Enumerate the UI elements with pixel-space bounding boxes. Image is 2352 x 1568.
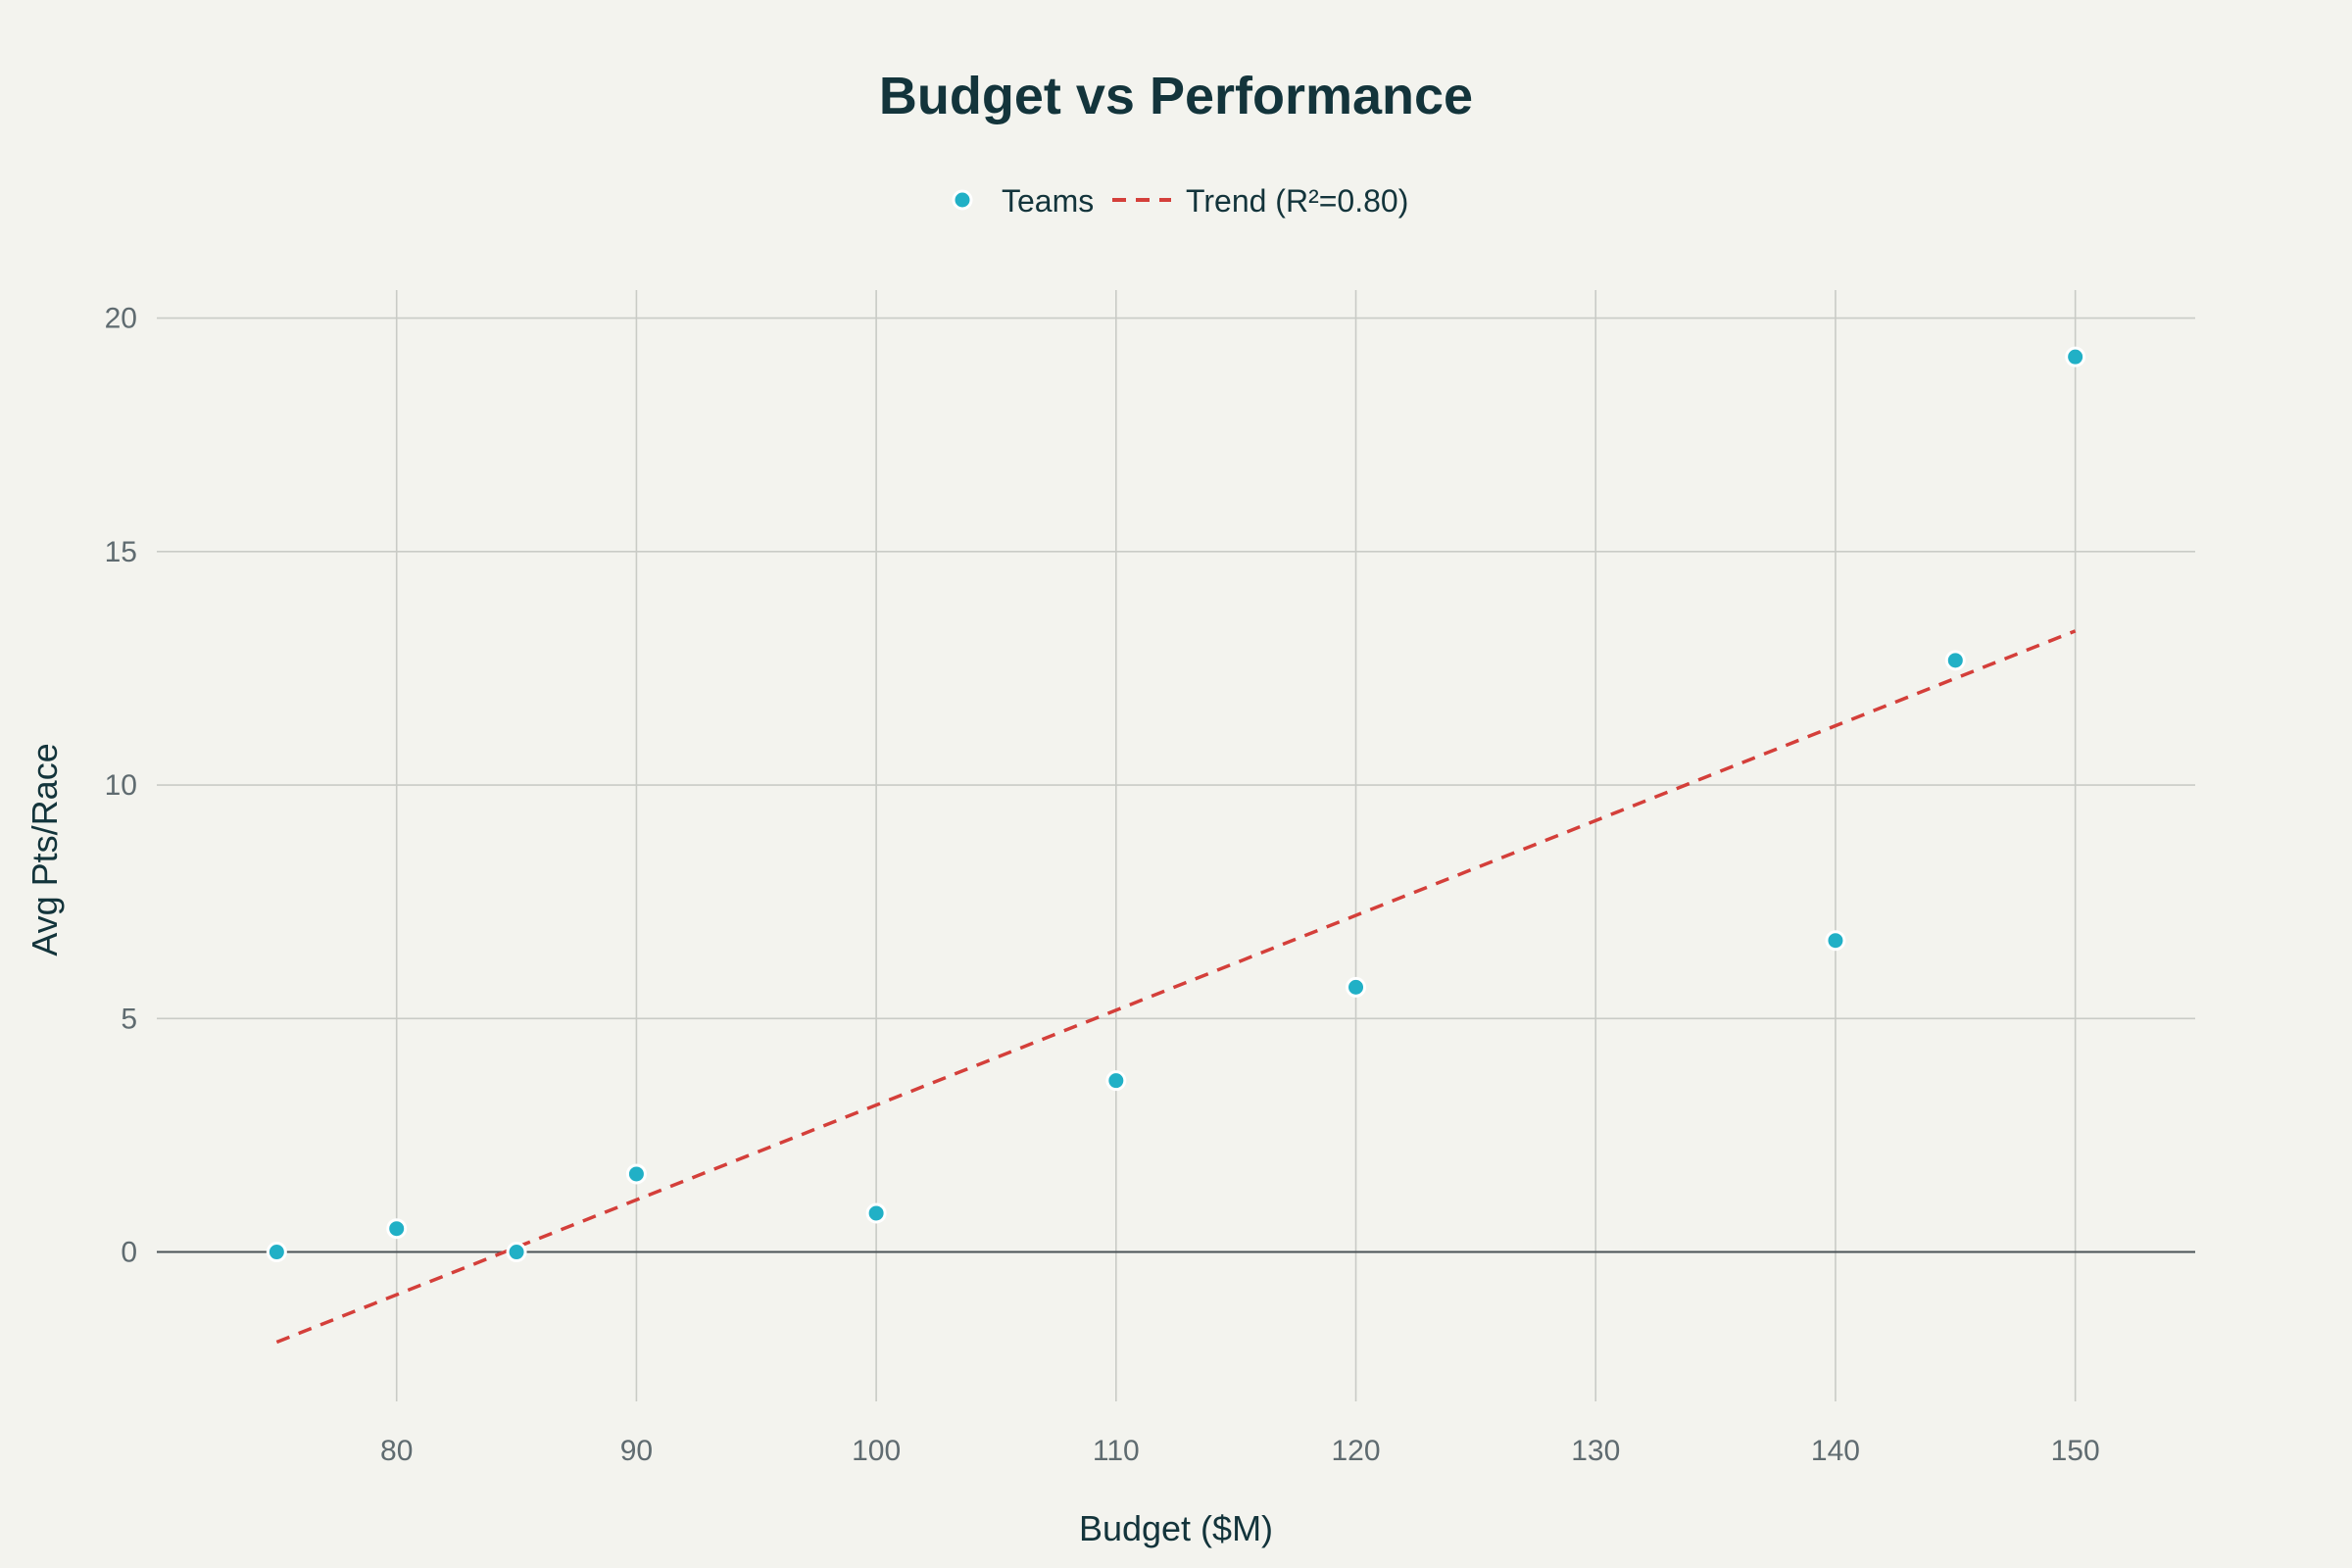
legend: Teams Trend (R²=0.80) bbox=[952, 183, 1408, 219]
x-tick-label: 110 bbox=[1093, 1435, 1140, 1467]
data-point-team[interactable] bbox=[2065, 346, 2086, 368]
trend-line bbox=[275, 629, 2077, 1345]
plot-area: 80 90 100 110 120 130 140 150 0 5 10 15 20 bbox=[105, 290, 2195, 1467]
x-tick-label: 120 bbox=[1331, 1435, 1380, 1467]
y-tick-label: 10 bbox=[105, 769, 137, 802]
data-point-team[interactable] bbox=[506, 1242, 527, 1263]
data-point-team[interactable] bbox=[865, 1202, 887, 1224]
legend-label-teams: Teams bbox=[1002, 183, 1094, 219]
x-tick-label: 140 bbox=[1811, 1435, 1860, 1467]
data-point-team[interactable] bbox=[1346, 976, 1367, 998]
data-point-team[interactable] bbox=[1105, 1070, 1127, 1092]
data-point-team[interactable] bbox=[266, 1242, 287, 1263]
y-tick-label: 0 bbox=[121, 1237, 137, 1269]
x-tick-label: 150 bbox=[2051, 1435, 2100, 1467]
legend-item-teams[interactable]: Teams bbox=[952, 183, 1094, 219]
x-tick-label: 80 bbox=[380, 1435, 413, 1467]
x-axis-title: Budget ($M) bbox=[1079, 1508, 1273, 1548]
x-tick-label: 100 bbox=[852, 1435, 901, 1467]
legend-marker-teams bbox=[952, 189, 973, 211]
data-point-team[interactable] bbox=[1944, 650, 1966, 671]
y-axis-title: Avg Pts/Race bbox=[24, 743, 65, 956]
y-tick-label: 5 bbox=[121, 1003, 137, 1035]
chart-title: Budget vs Performance bbox=[879, 67, 1473, 125]
x-tick-label: 90 bbox=[620, 1435, 653, 1467]
data-point-team[interactable] bbox=[1825, 930, 1846, 952]
y-tick-label: 20 bbox=[105, 303, 137, 335]
data-point-team[interactable] bbox=[625, 1163, 647, 1185]
x-tick-label: 130 bbox=[1571, 1435, 1620, 1467]
y-tick-label: 15 bbox=[105, 536, 137, 568]
legend-item-trend[interactable]: Trend (R²=0.80) bbox=[1112, 183, 1408, 219]
data-point-team[interactable] bbox=[386, 1218, 408, 1240]
legend-label-trend: Trend (R²=0.80) bbox=[1186, 183, 1408, 219]
